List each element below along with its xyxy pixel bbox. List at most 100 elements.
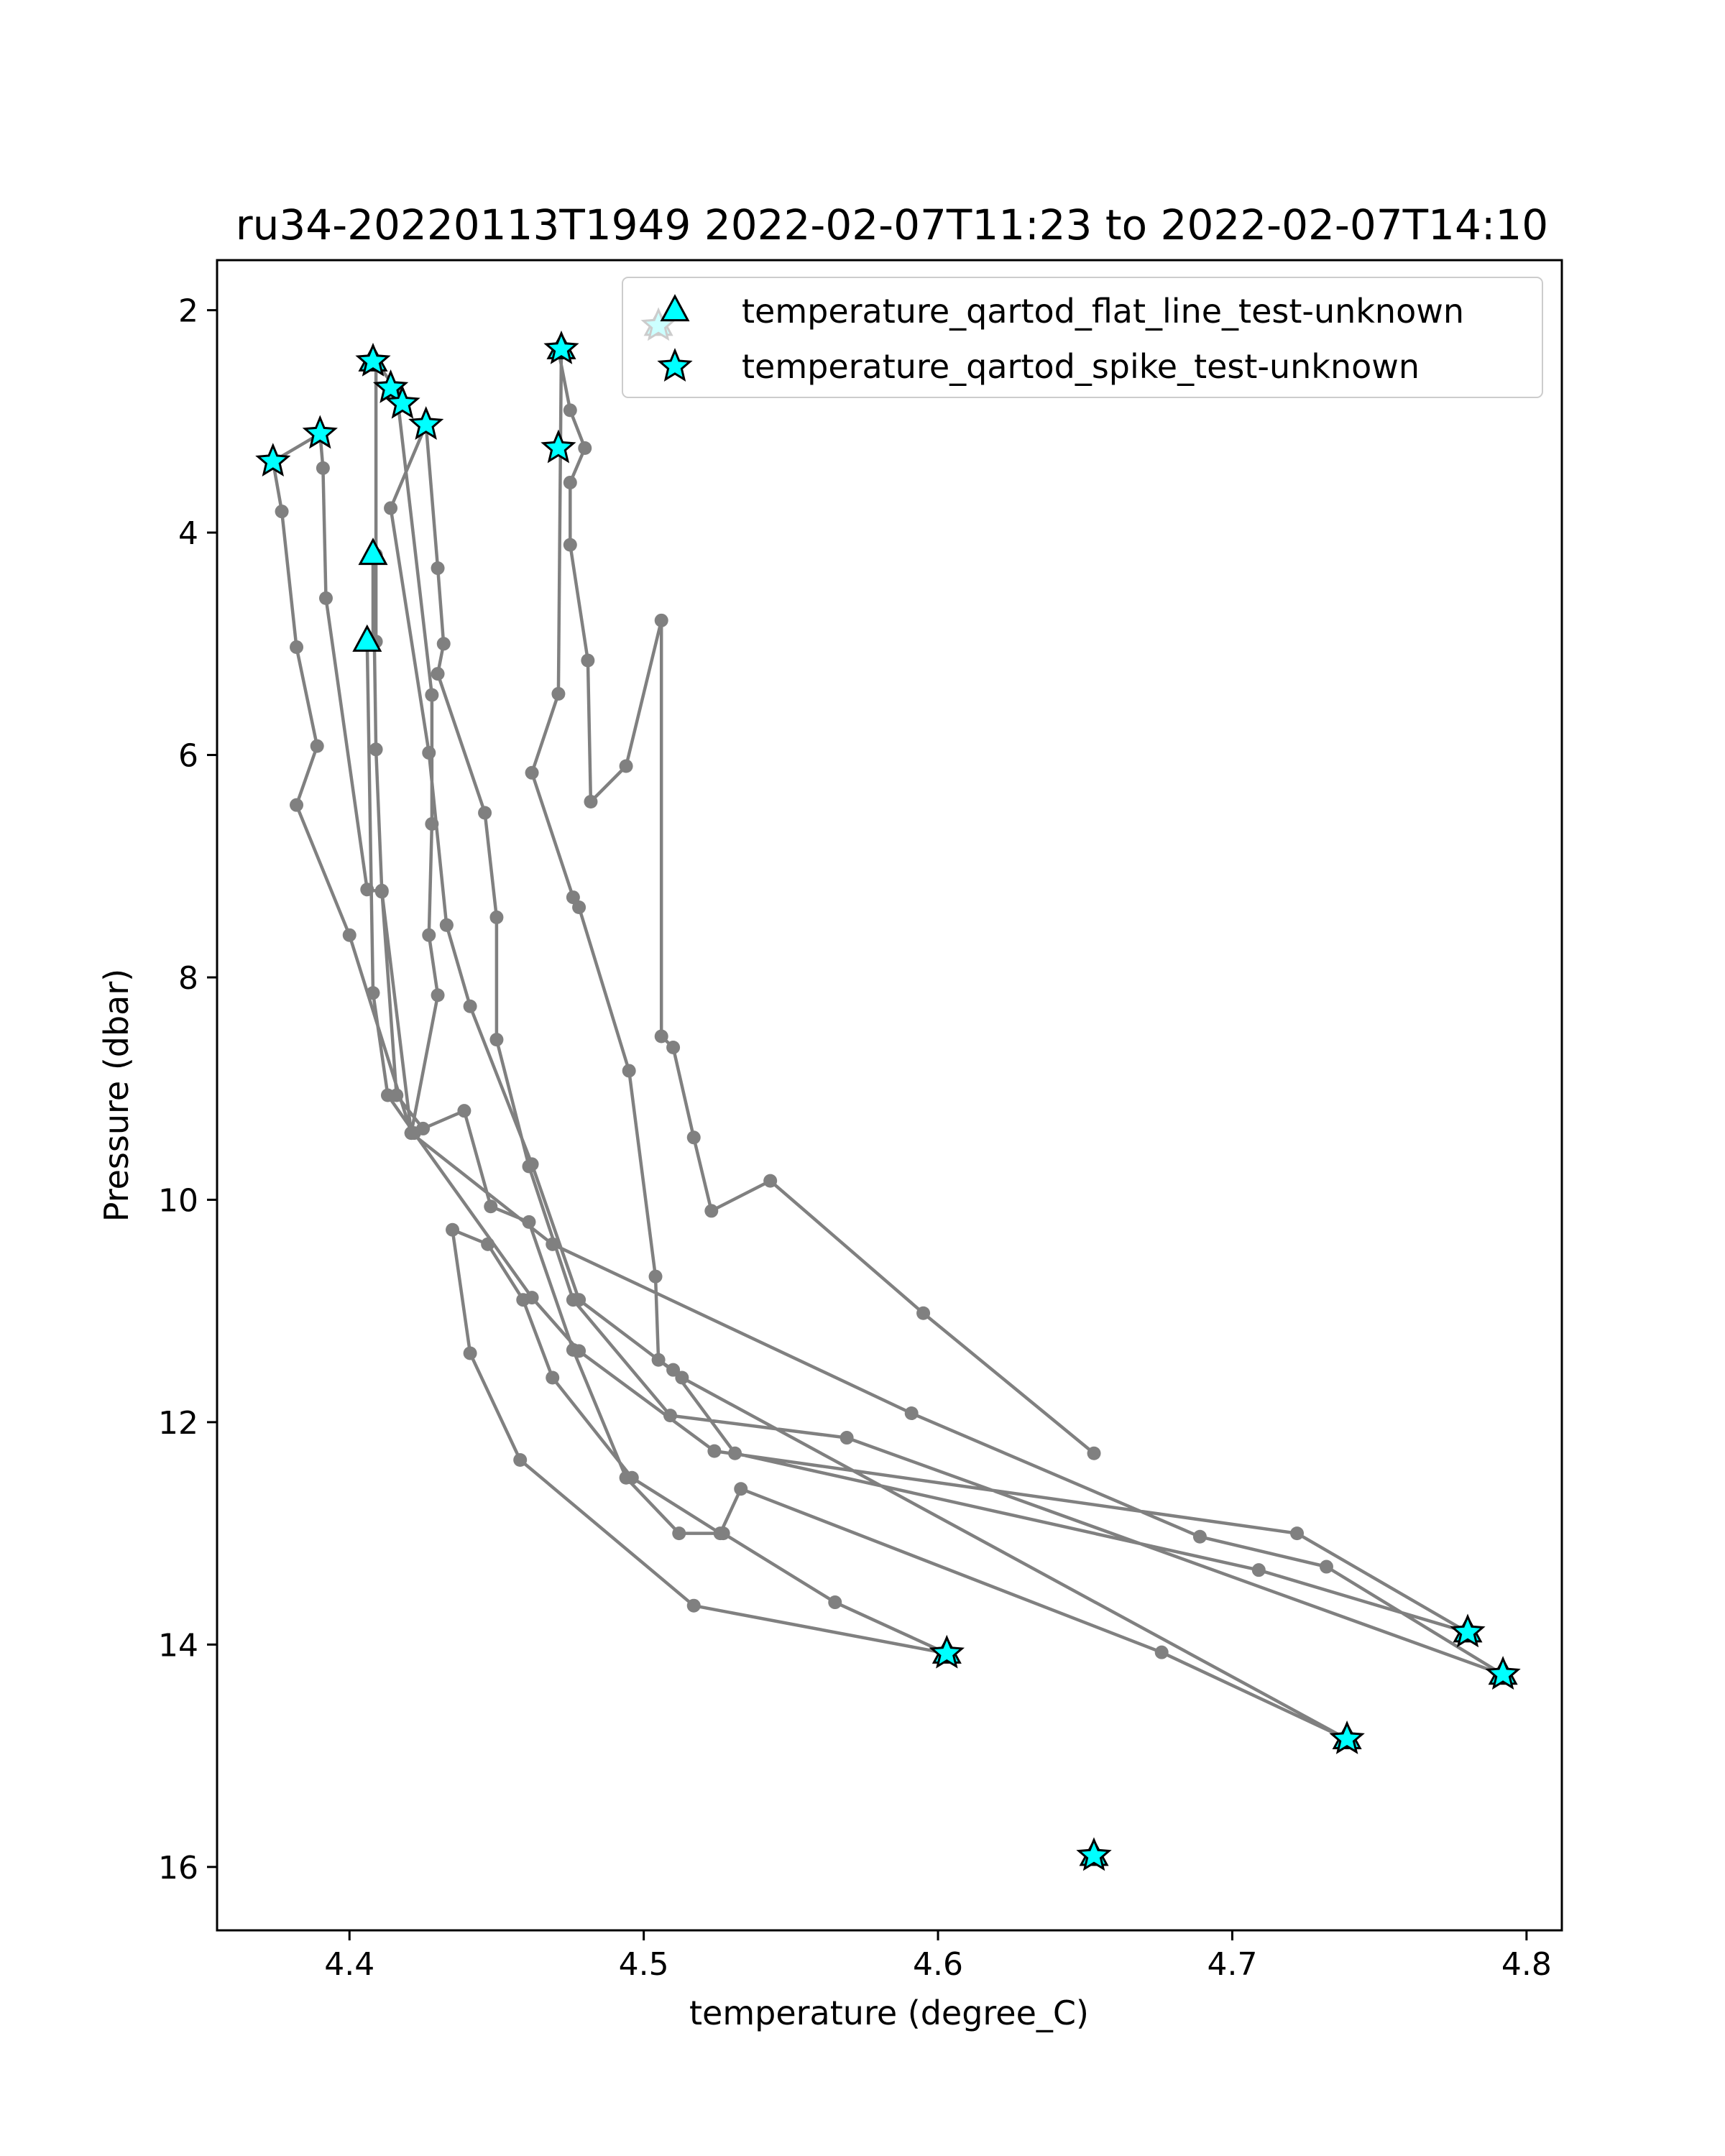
profile-point — [840, 1431, 854, 1445]
spike-flag-point — [302, 415, 338, 449]
spike-flag-point — [543, 330, 579, 364]
x-axis-label: temperature (degree_C) — [689, 1994, 1089, 2032]
profile-point — [566, 890, 580, 905]
profile-point — [422, 928, 436, 942]
profile-point — [584, 795, 598, 809]
profile-point — [1319, 1560, 1333, 1574]
y-tick-label: 16 — [158, 1850, 198, 1886]
profile-point — [407, 1126, 421, 1141]
legend-label: temperature_qartod_spike_test-unknown — [742, 347, 1420, 386]
spike-flag-point — [929, 1634, 965, 1669]
profile-point — [436, 637, 451, 651]
profile-point — [707, 1444, 722, 1458]
x-tick-label: 4.7 — [1207, 1946, 1257, 1983]
profile-point — [1087, 1446, 1101, 1460]
profile-point — [457, 1104, 472, 1118]
profile-point — [290, 640, 304, 654]
profile-point — [648, 1269, 663, 1284]
profile-point — [316, 461, 330, 475]
profile-point — [1251, 1563, 1266, 1577]
profile-point — [1290, 1526, 1305, 1541]
profile-point — [654, 613, 668, 627]
profile-point — [369, 742, 383, 757]
profile-point — [563, 403, 577, 418]
spike-flag-point — [1485, 1656, 1521, 1690]
profile-point — [546, 1237, 560, 1251]
profile-point — [581, 653, 595, 668]
profile-point — [666, 1363, 681, 1377]
profile-point — [1154, 1645, 1169, 1659]
profile-point — [463, 999, 477, 1013]
profile-point — [439, 918, 454, 932]
profile-point — [1192, 1529, 1207, 1544]
profile-point — [666, 1040, 681, 1054]
profile-point — [431, 667, 445, 681]
x-tick-label: 4.5 — [619, 1946, 669, 1983]
legend-triangle-marker — [660, 294, 690, 322]
profile-point — [763, 1174, 778, 1188]
x-axis: 4.4 4.5 4.6 4.7 4.8 — [324, 1930, 1552, 1983]
profile-point — [384, 501, 398, 515]
profile-point — [728, 1446, 742, 1460]
spike-flag-point — [1450, 1613, 1486, 1648]
profile-point — [275, 505, 289, 519]
y-axis: 2 4 6 8 10 12 14 16 — [158, 293, 217, 1886]
plot-area — [217, 260, 1562, 1930]
profile-point — [489, 910, 504, 924]
profile-point — [625, 1470, 639, 1485]
profile-point — [425, 816, 439, 831]
legend-star-marker — [657, 348, 693, 382]
spike-flag-point — [385, 384, 420, 419]
y-tick-label: 14 — [158, 1627, 198, 1664]
profile-point — [704, 1204, 719, 1218]
profile-point — [672, 1526, 686, 1541]
profile-point — [686, 1598, 701, 1613]
profile-point — [374, 885, 389, 899]
plot-frame — [216, 259, 1563, 1932]
spike-flag-point — [1076, 1837, 1112, 1871]
profile-point — [563, 475, 577, 489]
spike-flag-point — [1329, 1720, 1365, 1754]
profile-point — [566, 1293, 580, 1307]
profile-point — [360, 883, 374, 897]
flat-line-flag-point — [358, 538, 388, 566]
profile-point — [522, 1215, 536, 1229]
profile-point — [489, 1033, 504, 1047]
profile-point — [828, 1595, 842, 1610]
legend: temperature_qartod_flat_line_test-unknow… — [622, 277, 1543, 398]
profile-point — [380, 1088, 395, 1102]
profile-point — [654, 1029, 668, 1044]
y-tick-label: 10 — [158, 1182, 198, 1219]
profile-point — [572, 900, 586, 915]
profile-point — [513, 1453, 528, 1468]
spike-flag-point — [372, 369, 409, 403]
profile-point — [525, 1291, 539, 1305]
y-tick-label: 12 — [158, 1405, 198, 1442]
profile-point — [431, 561, 445, 576]
profile-point — [446, 1222, 460, 1237]
profile-point — [422, 745, 436, 760]
profile-point — [318, 591, 333, 605]
profile-point — [481, 1237, 495, 1251]
spike-flag-point — [355, 342, 391, 377]
profile-point — [290, 798, 304, 812]
profile-point — [425, 688, 439, 702]
chart-title: ru34-20220113T1949 2022-02-07T11:23 to 2… — [236, 201, 1548, 249]
profile-point — [525, 765, 539, 780]
profile-point — [578, 441, 592, 455]
legend-label: temperature_qartod_flat_line_test-unknow… — [742, 292, 1464, 331]
profile-point — [563, 538, 577, 552]
y-tick-label: 4 — [178, 515, 198, 552]
profile-point — [546, 1370, 560, 1385]
spike-flag-point — [408, 406, 444, 440]
profile-point — [675, 1370, 689, 1385]
legend-box — [622, 277, 1543, 398]
profile-point — [904, 1406, 919, 1421]
flat-line-flag-point — [352, 624, 382, 652]
profile-point — [734, 1482, 748, 1496]
profile-point — [463, 1346, 477, 1360]
profile-point — [713, 1526, 727, 1541]
y-axis-label: Pressure (dbar) — [97, 969, 136, 1222]
profile-point — [342, 928, 356, 942]
